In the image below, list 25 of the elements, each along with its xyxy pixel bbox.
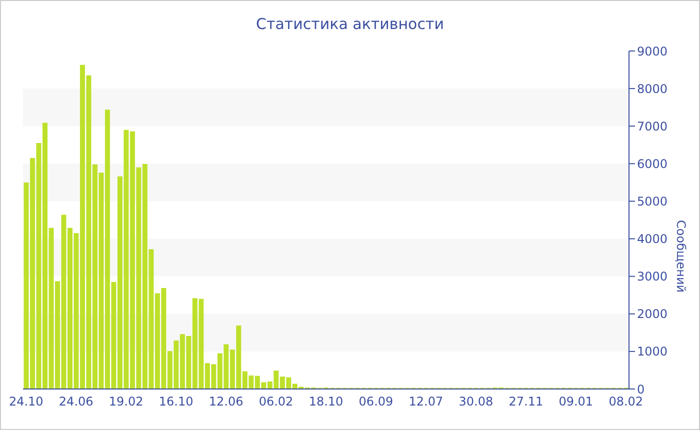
x-tick-label: 06.09 [358,394,394,409]
x-tick-label: 19.02 [108,394,144,409]
chart-title: Статистика активности [255,15,445,33]
y-tick-label: 3000 [637,270,668,284]
y-tick-label: 0 [637,382,645,396]
x-tick-label: 09.01 [558,394,594,409]
x-tick-label: 08.02 [608,394,644,409]
x-tick-label: 27.11 [508,394,544,409]
y-tick-label: 5000 [637,194,668,208]
x-tick-label: 24.10 [8,394,44,409]
y-tick-label: 9000 [637,44,668,58]
y-tick-label: 4000 [637,232,668,246]
x-tick-label: 18.10 [308,394,344,409]
x-tick-label: 12.07 [408,394,444,409]
y-tick-label: 6000 [637,156,668,171]
y-tick-label: 8000 [637,82,668,96]
x-tick-label: 24.06 [58,394,94,409]
y-tick-label: 1000 [637,344,668,359]
y-tick-label: 7000 [637,119,668,134]
y-tick-label: 2000 [637,307,668,322]
x-tick-label: 12.06 [208,394,244,409]
x-tick-label: 30.08 [458,394,494,409]
y-axis-title: Сообщений [674,220,688,293]
x-tick-label: 06.02 [258,394,294,409]
x-tick-label: 16.10 [158,394,194,409]
